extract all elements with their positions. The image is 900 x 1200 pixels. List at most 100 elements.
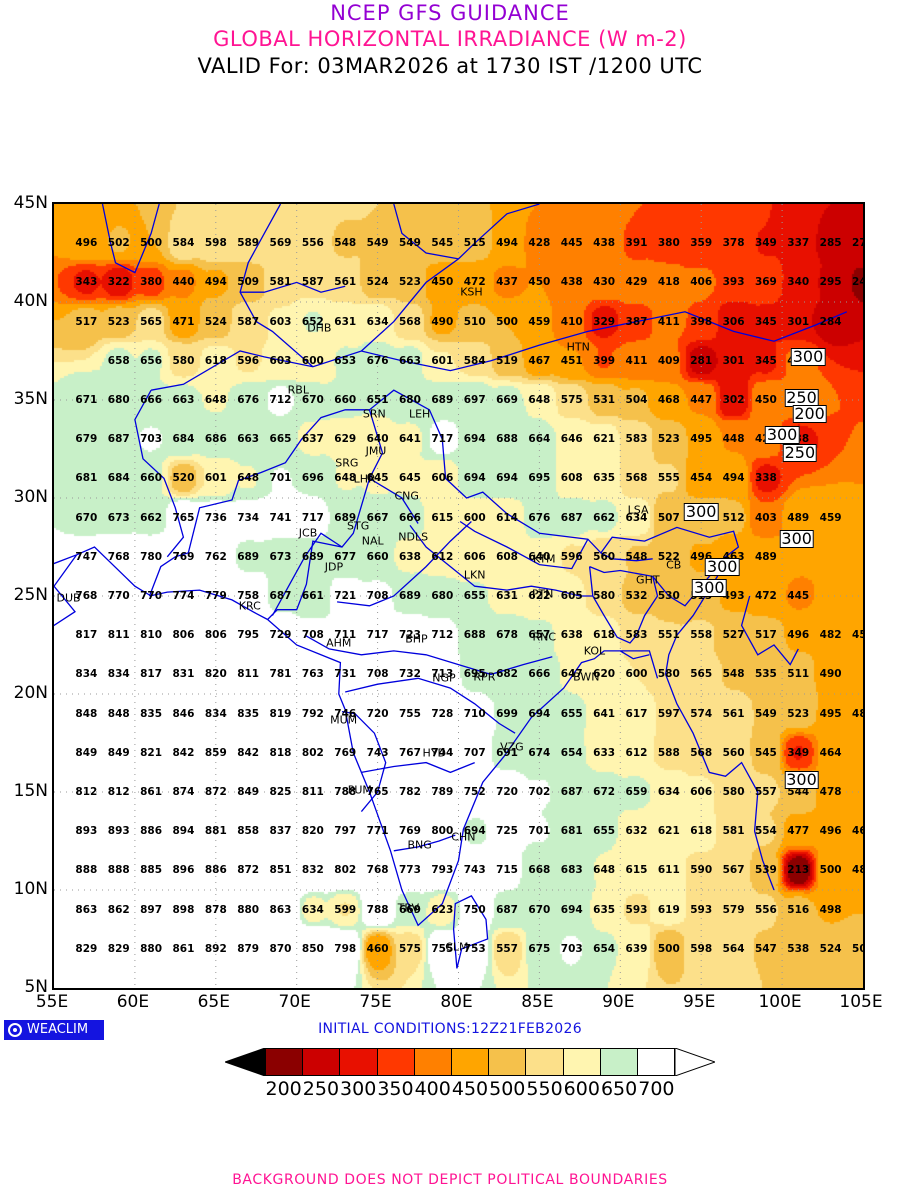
city-label-rnc: RNC	[532, 630, 557, 644]
grid-value: 560	[593, 550, 616, 563]
grid-value: 659	[625, 786, 648, 798]
grid-value: 747	[75, 550, 98, 563]
grid-value: 494	[496, 237, 518, 250]
grid-value: 708	[301, 629, 324, 642]
grid-value: 765	[172, 511, 195, 524]
grid-value: 447	[690, 394, 713, 406]
grid-value: 879	[237, 942, 260, 955]
grid-value: 489	[754, 550, 777, 563]
grid-value: 680	[431, 590, 454, 602]
city-label-lkn: LKN	[463, 568, 486, 582]
grid-value: 623	[431, 903, 454, 916]
city-label-htn: HTN	[566, 340, 590, 354]
disclaimer-text: BACKGROUND DOES NOT DEPICT POLITICAL BOU…	[232, 1172, 668, 1188]
grid-value: 781	[269, 668, 292, 681]
grid-value: 812	[75, 786, 98, 798]
grid-value: 892	[204, 942, 227, 955]
grid-value: 399	[593, 354, 616, 367]
grid-value: 681	[560, 825, 583, 838]
grid-value: 617	[625, 707, 648, 720]
grid-value: 695	[463, 668, 486, 681]
grid-value: 612	[431, 550, 454, 563]
grid-value: 633	[593, 746, 616, 759]
logo-ring-icon	[8, 1023, 22, 1037]
city-label-bwn: BWN	[573, 670, 600, 684]
grid-value: 608	[496, 550, 518, 563]
grid-value: 655	[593, 825, 616, 838]
grid-value: 468	[657, 394, 680, 406]
grid-value: 648	[528, 394, 551, 406]
grid-value: 679	[75, 433, 98, 446]
x-axis-tick-75E: 75E	[359, 992, 392, 1012]
grid-value: 524	[819, 942, 842, 955]
grid-value: 634	[657, 786, 680, 798]
grid-value: 798	[334, 942, 357, 955]
grid-value: 548	[334, 237, 357, 250]
grid-value: 495	[690, 433, 713, 446]
grid-value: 806	[172, 629, 195, 642]
grid-value: 666	[528, 668, 551, 681]
x-axis-tick-60E: 60E	[116, 992, 150, 1012]
grid-value: 620	[593, 668, 616, 681]
grid-value: 755	[398, 707, 421, 720]
grid-value: 896	[172, 864, 195, 877]
grid-value: 450	[528, 276, 551, 289]
grid-value: 802	[301, 746, 324, 759]
grid-value: 601	[431, 354, 454, 367]
city-label-rbl: RBL	[287, 383, 309, 397]
grid-value: 721	[334, 590, 357, 602]
grid-value: 734	[237, 511, 260, 524]
grid-value: 688	[463, 629, 486, 642]
grid-value: 687	[560, 511, 583, 524]
city-label-dhb: DHB	[307, 321, 332, 335]
grid-value: 674	[528, 746, 551, 759]
city-label-srg: SRG	[335, 456, 359, 470]
grid-value: 587	[237, 315, 260, 328]
grid-value: 653	[334, 354, 357, 367]
grid-value: 694	[463, 825, 486, 838]
colorbar-band-8	[563, 1049, 601, 1075]
grid-value: 655	[463, 590, 486, 602]
grid-value: 634	[366, 315, 389, 328]
grid-value: 459	[819, 511, 842, 524]
grid-value: 750	[463, 903, 486, 916]
grid-value: 532	[625, 590, 648, 602]
y-axis-tick-25N: 25N	[13, 585, 48, 605]
grid-value: 438	[593, 237, 616, 250]
grid-value: 545	[754, 746, 777, 759]
grid-value: 689	[431, 394, 454, 406]
grid-value: 720	[366, 707, 389, 720]
grid-value: 675	[528, 942, 551, 955]
city-label-ndls: NDLS	[398, 530, 429, 544]
grid-value: 580	[722, 786, 745, 798]
grid-value: 863	[75, 903, 98, 916]
colorbar-band-5	[451, 1049, 490, 1075]
grid-value: 641	[398, 433, 421, 446]
grid-value: 746	[334, 707, 357, 720]
grid-value: 472	[754, 590, 777, 602]
grid-value: 846	[172, 707, 195, 720]
grid-value: 680	[107, 394, 130, 406]
city-label-lhr: LHR	[353, 472, 376, 486]
grid-value: 490	[819, 668, 842, 681]
city-label-bhp: BHP	[405, 632, 428, 646]
grid-value: 835	[237, 707, 260, 720]
grid-value: 619	[657, 903, 680, 916]
city-label-stg: STG	[347, 519, 370, 533]
grid-value: 583	[625, 433, 648, 446]
grid-value: 648	[593, 864, 616, 877]
grid-value: 661	[301, 590, 324, 602]
grid-value: 802	[334, 864, 357, 877]
grid-value: 606	[431, 472, 454, 485]
y-axis-tick-40N: 40N	[13, 291, 48, 311]
grid-value: 301	[787, 315, 810, 328]
grid-value: 349	[787, 746, 810, 759]
grid-value: 634	[301, 903, 324, 916]
grid-value: 557	[754, 786, 777, 798]
grid-value: 612	[625, 746, 648, 759]
grid-value: 605	[560, 590, 583, 602]
grid-value: 701	[528, 825, 551, 838]
grid-value: 723	[398, 629, 421, 642]
colorbar-tick-700: 700	[638, 1078, 675, 1100]
grid-value: 437	[496, 276, 518, 289]
